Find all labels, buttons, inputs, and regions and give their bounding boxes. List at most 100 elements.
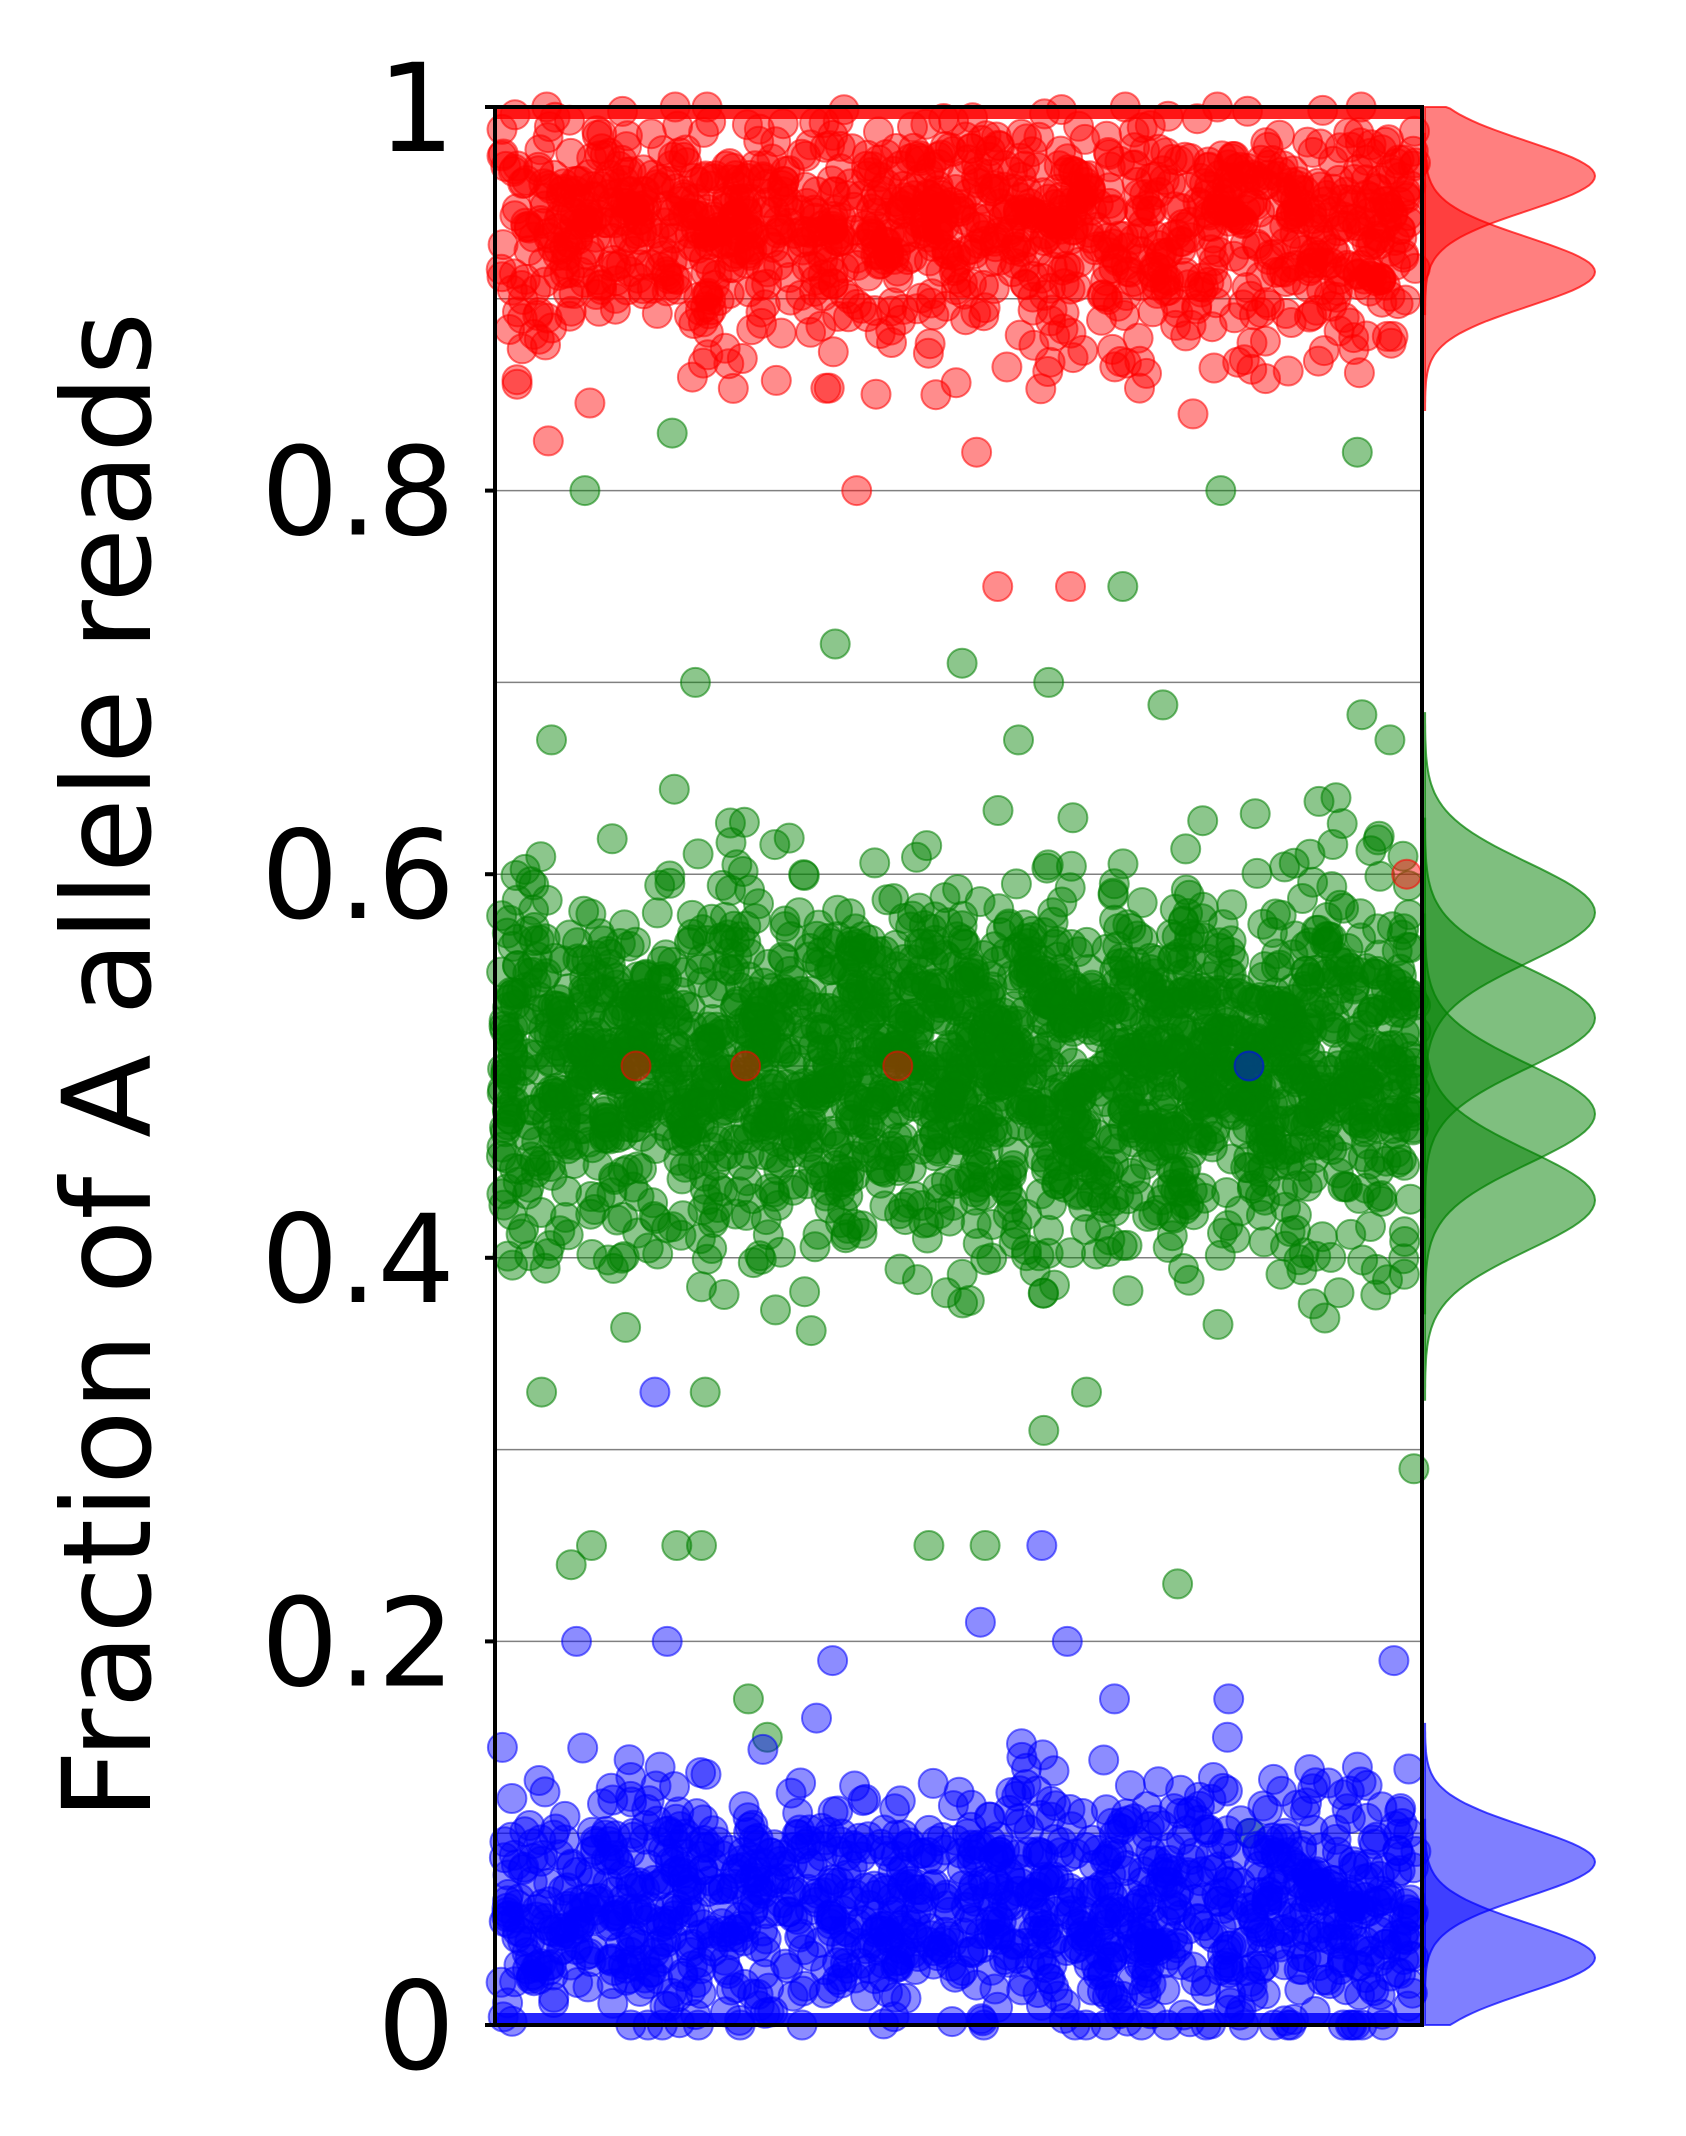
data-point: [934, 1078, 966, 1110]
data-point: [795, 1315, 827, 1347]
y-axis-label: Fraction of A allele reads: [37, 312, 179, 1820]
data-point: [903, 928, 935, 960]
data-point: [1060, 172, 1092, 203]
data-point: [1015, 1876, 1047, 1908]
data-point: [1044, 1885, 1076, 1917]
data-point: [1391, 858, 1423, 890]
data-point: [590, 1844, 622, 1876]
data-point: [1099, 1683, 1130, 1715]
data-point: [1203, 1885, 1235, 1917]
data-point: [1388, 1216, 1420, 1248]
data-point: [1177, 1951, 1209, 1983]
data-point: [587, 1788, 618, 1820]
data-point: [561, 927, 593, 959]
data-point: [1288, 1021, 1320, 1053]
data-point: [529, 1252, 561, 1284]
data-point: [1185, 276, 1217, 308]
data-point: [1205, 475, 1237, 507]
data-point: [1173, 927, 1205, 959]
data-point: [1186, 1856, 1218, 1888]
data-point: [650, 939, 682, 971]
data-point: [983, 1836, 1015, 1868]
data-point: [1035, 1113, 1067, 1145]
data-point: [1103, 913, 1134, 945]
data-point: [1331, 1793, 1363, 1825]
data-point: [685, 1757, 717, 1789]
data-point: [982, 795, 1014, 826]
data-point: [1139, 220, 1171, 252]
data-point: [535, 1915, 567, 1947]
data-point: [656, 417, 688, 449]
data-point: [515, 1963, 547, 1995]
data-point: [561, 1075, 593, 1107]
data-point: [1348, 1112, 1379, 1144]
data-point: [890, 1904, 922, 1936]
data-point: [518, 318, 550, 350]
data-point: [1294, 838, 1326, 870]
data-point: [850, 1783, 882, 1815]
data-point: [1296, 1871, 1328, 1903]
data-point: [993, 1946, 1025, 1978]
data-point: [1244, 1180, 1276, 1212]
data-point: [630, 1809, 662, 1841]
data-point: [1316, 871, 1348, 903]
data-point: [1033, 666, 1065, 698]
data-point: [1363, 820, 1395, 852]
data-point: [1032, 356, 1064, 387]
data-point: [1387, 997, 1419, 1029]
data-point: [684, 1827, 716, 1859]
data-point: [715, 874, 746, 906]
data-point: [1311, 179, 1343, 211]
data-point: [692, 339, 724, 371]
data-point: [747, 1733, 779, 1765]
data-point: [1070, 1214, 1102, 1245]
data-point: [1239, 1891, 1271, 1923]
data-point: [600, 265, 632, 297]
data-point: [730, 1199, 762, 1231]
data-point: [801, 1702, 832, 1734]
data-point: [1393, 1967, 1425, 1999]
data-point: [846, 292, 878, 324]
data-point: [646, 222, 678, 254]
data-point: [1236, 327, 1268, 359]
data-point: [1393, 1753, 1425, 1785]
data-point: [878, 155, 909, 187]
data-point: [946, 267, 978, 299]
data-point: [1266, 1775, 1298, 1807]
data-point: [990, 937, 1022, 969]
data-point: [1354, 1148, 1386, 1180]
data-point: [1249, 1978, 1281, 2010]
data-point: [1233, 1050, 1265, 1082]
data-point: [979, 1865, 1010, 1897]
data-point: [1170, 1151, 1202, 1183]
data-point: [1275, 199, 1307, 230]
data-point: [727, 211, 759, 243]
data-point: [665, 977, 697, 1008]
data-point: [882, 1050, 914, 1082]
data-point: [1270, 1085, 1302, 1117]
data-point: [917, 1767, 949, 1799]
data-point: [1183, 1052, 1215, 1083]
data-point: [526, 1376, 558, 1408]
data-point: [635, 118, 667, 150]
data-point: [1371, 320, 1403, 352]
data-point: [1104, 145, 1136, 177]
data-point: [822, 1835, 854, 1867]
data-point: [621, 1095, 653, 1127]
data-point: [1382, 288, 1414, 320]
data-point: [1251, 168, 1283, 200]
data-point: [711, 1954, 743, 1986]
data-point: [690, 160, 722, 192]
data-point: [789, 1276, 821, 1308]
data-point: [1173, 1264, 1205, 1296]
data-point: [604, 996, 636, 1027]
data-point: [1300, 1767, 1331, 1799]
data-point: [792, 293, 824, 325]
data-point: [1350, 164, 1382, 196]
data-point: [1398, 1453, 1430, 1485]
data-point: [884, 1253, 916, 1285]
data-point: [965, 1146, 997, 1178]
data-point: [1239, 798, 1271, 830]
data-point: [850, 1132, 882, 1164]
